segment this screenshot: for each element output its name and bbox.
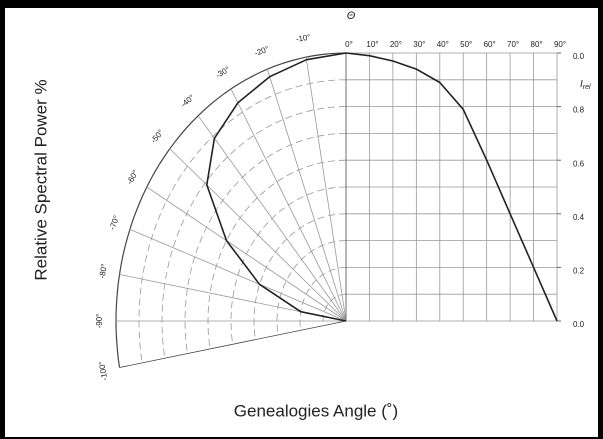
x-tick-label: 80° — [531, 40, 543, 49]
polar-tick-label: -10° — [295, 33, 311, 44]
frame-right — [598, 0, 603, 439]
frame-top — [0, 0, 603, 8]
y-tick-label: 0.4 — [573, 213, 585, 222]
polar-curve — [206, 52, 347, 322]
y-tick-label: 0.2 — [573, 267, 585, 276]
x-tick-label: 90° — [554, 40, 566, 49]
x-axis-label: Genealogies Angle (˚) — [234, 401, 398, 420]
x-tick-label: 40° — [437, 40, 449, 49]
y-axis-label: Relative Spectral Power % — [31, 79, 50, 280]
x-tick-label: 30° — [413, 40, 425, 49]
y-tick-label: 0.8 — [573, 106, 585, 115]
frame-left — [0, 0, 5, 439]
polar-ray — [169, 148, 347, 322]
y-tick-label: 0.0 — [573, 320, 585, 329]
y-tick-label: 0.0 — [573, 52, 585, 61]
polar-tick-label: -90° — [95, 314, 104, 329]
polar-ray — [305, 57, 347, 322]
polar-ray — [197, 115, 347, 322]
polar-ring — [299, 267, 346, 331]
cartesian-curve — [345, 52, 558, 322]
polar-ring — [115, 52, 347, 368]
y-symbol-sub: rel — [583, 84, 591, 91]
y-tick-label: 0.6 — [573, 159, 585, 168]
polar-ray — [266, 69, 347, 322]
frame-bottom — [0, 437, 603, 439]
chart-title: Θ — [347, 10, 356, 22]
x-tick-label: 20° — [390, 40, 402, 49]
polar-ray — [119, 320, 347, 368]
polar-ray — [230, 88, 347, 322]
polar-ray — [146, 186, 347, 322]
x-tick-label: 60° — [484, 40, 496, 49]
y-symbol: Irel — [580, 79, 591, 91]
polar-ring — [322, 293, 346, 326]
polar-tick-label: -100° — [97, 361, 109, 381]
polar-ray — [129, 228, 347, 322]
x-tick-label: 10° — [366, 40, 378, 49]
y-symbol-main: I — [580, 79, 583, 90]
polar-tick-label: -80° — [98, 263, 109, 279]
x-tick-label: 70° — [507, 40, 519, 49]
x-tick-label: 50° — [460, 40, 472, 49]
x-tick-label: 0° — [345, 40, 353, 49]
